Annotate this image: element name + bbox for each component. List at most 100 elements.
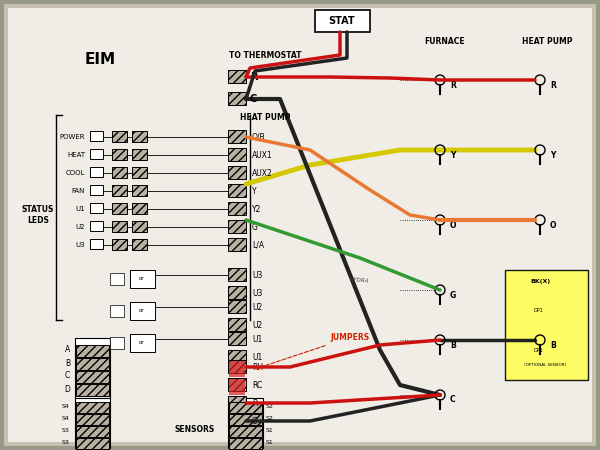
Bar (400, 45, 490, 420)
Bar (132, 239, 147, 250)
Bar (229, 379, 245, 395)
Text: DP1: DP1 (533, 347, 543, 352)
Bar (505, 270, 588, 380)
Text: U3: U3 (76, 242, 85, 248)
Bar (110, 337, 124, 349)
Text: RH: RH (252, 363, 263, 372)
Text: B: B (550, 341, 556, 350)
Text: HEAT PUMP: HEAT PUMP (522, 37, 572, 46)
Text: S4: S4 (62, 405, 70, 410)
Bar (112, 149, 127, 160)
Text: POWER: POWER (59, 134, 85, 140)
Bar (315, 10, 370, 32)
Text: G: G (450, 291, 456, 300)
Bar (228, 148, 246, 161)
Bar (76, 345, 109, 357)
Bar (76, 414, 109, 425)
Bar (228, 332, 246, 345)
Bar (228, 396, 246, 409)
Text: HYDRA: HYDRA (350, 277, 370, 284)
Bar (132, 149, 147, 160)
Text: R: R (550, 81, 556, 90)
Text: (OPTIONAL SENSOR): (OPTIONAL SENSOR) (524, 363, 566, 367)
Bar (76, 426, 109, 437)
Bar (110, 305, 124, 317)
Bar (228, 220, 246, 233)
Text: U1: U1 (252, 334, 262, 343)
Bar (229, 361, 245, 377)
Bar (75, 398, 110, 448)
Bar (228, 360, 246, 373)
Text: U1: U1 (252, 352, 262, 361)
Bar (90, 131, 103, 141)
Text: HEAT PUMP: HEAT PUMP (240, 113, 290, 122)
Text: STATUS
LEDS: STATUS LEDS (22, 205, 54, 225)
Text: S1: S1 (266, 428, 274, 433)
Bar (228, 184, 246, 197)
Bar (90, 221, 103, 231)
Bar (130, 270, 155, 288)
Text: C: C (65, 372, 70, 381)
Bar (228, 166, 246, 179)
Text: U2: U2 (252, 320, 262, 329)
Bar (229, 414, 262, 425)
Text: JUMPERS: JUMPERS (256, 333, 369, 369)
Text: R: R (252, 399, 257, 408)
Text: FAN: FAN (71, 188, 85, 194)
Text: U1: U1 (76, 206, 85, 212)
Text: R: R (250, 72, 257, 82)
Bar (228, 70, 246, 83)
Text: Y2: Y2 (252, 204, 262, 213)
Text: S1: S1 (266, 441, 274, 446)
Text: U2: U2 (252, 302, 262, 311)
Text: S2: S2 (266, 405, 274, 410)
Bar (132, 185, 147, 196)
Text: TO THERMOSTAT: TO THERMOSTAT (229, 50, 301, 59)
Text: EIM: EIM (85, 53, 116, 68)
Text: SENSORS: SENSORS (175, 426, 215, 435)
Bar (132, 167, 147, 178)
Bar (228, 318, 246, 331)
Bar (90, 185, 103, 195)
Bar (132, 221, 147, 232)
Bar (112, 221, 127, 232)
Bar (132, 131, 147, 142)
Text: C: C (450, 396, 455, 405)
Text: L/A: L/A (252, 240, 264, 249)
Bar (76, 358, 109, 370)
Bar (130, 302, 155, 320)
Text: G: G (252, 222, 258, 231)
Bar (76, 438, 109, 449)
Bar (112, 131, 127, 142)
Text: or: or (139, 276, 145, 282)
Text: S4: S4 (62, 417, 70, 422)
Bar (228, 92, 246, 105)
Text: A: A (65, 346, 70, 355)
Text: RC: RC (252, 381, 262, 390)
Bar (228, 300, 246, 313)
Text: Y: Y (252, 186, 257, 195)
Text: U3: U3 (252, 270, 262, 279)
Bar (228, 268, 246, 281)
Text: C: C (252, 417, 257, 426)
Bar (228, 130, 246, 143)
Text: D: D (64, 384, 70, 393)
Text: DP1: DP1 (533, 307, 543, 312)
Bar (75, 338, 110, 398)
Text: S3: S3 (62, 441, 70, 446)
Bar (112, 167, 127, 178)
Bar (228, 238, 246, 251)
Bar (228, 398, 263, 448)
Bar (132, 203, 147, 214)
Text: AUX1: AUX1 (252, 150, 273, 159)
Bar (76, 371, 109, 383)
Bar (112, 239, 127, 250)
Text: U3: U3 (252, 288, 262, 297)
Text: C: C (250, 94, 257, 104)
Text: FURNACE: FURNACE (425, 37, 466, 46)
Bar (90, 239, 103, 249)
Text: U2: U2 (76, 224, 85, 230)
Bar (90, 167, 103, 177)
Text: or: or (139, 309, 145, 314)
Text: HEAT: HEAT (67, 152, 85, 158)
